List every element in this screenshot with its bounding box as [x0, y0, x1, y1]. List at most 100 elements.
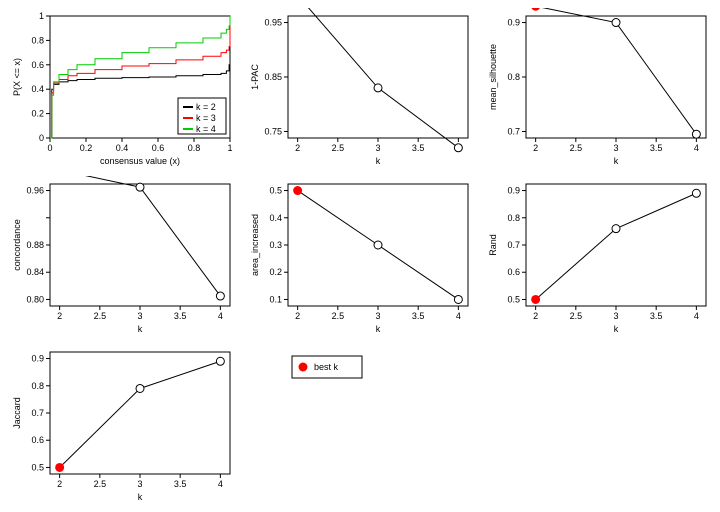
area-increased-chart: 2 2.5 3 3.5 4 0.1 0.2 0.3 0.4 0.5 k area_increased [246, 176, 476, 336]
svg-text:1: 1 [227, 143, 232, 153]
svg-text:0.8: 0.8 [507, 213, 520, 223]
svg-text:Jaccard: Jaccard [12, 397, 22, 429]
svg-text:2: 2 [533, 143, 538, 153]
svg-text:0.8: 0.8 [507, 72, 520, 82]
svg-text:2.5: 2.5 [94, 311, 107, 321]
svg-text:k: k [614, 324, 619, 334]
svg-text:Rand: Rand [488, 234, 498, 256]
svg-text:2.5: 2.5 [570, 143, 583, 153]
svg-text:0.8: 0.8 [31, 35, 44, 45]
svg-text:k: k [376, 324, 381, 334]
chart-panel: 2 2.5 3 3.5 4 0.1 0.2 0.3 0.4 0.5 k area_increased [246, 176, 476, 336]
svg-text:1: 1 [39, 11, 44, 21]
svg-text:0.2: 0.2 [80, 143, 93, 153]
svg-text:P(X <= x): P(X <= x) [12, 58, 22, 96]
svg-text:3: 3 [137, 311, 142, 321]
svg-text:mean_silhouette: mean_silhouette [488, 44, 498, 110]
svg-text:2: 2 [533, 311, 538, 321]
svg-text:concordance: concordance [12, 219, 22, 271]
1-pac-chart: 22.533.540.750.850.95k1-PAC [246, 8, 476, 168]
svg-text:0.9: 0.9 [507, 18, 520, 28]
svg-text:best k: best k [314, 362, 339, 372]
svg-text:0.8: 0.8 [188, 143, 201, 153]
svg-text:2: 2 [295, 311, 300, 321]
svg-text:0.5: 0.5 [31, 462, 44, 472]
svg-text:0.9: 0.9 [507, 186, 520, 196]
svg-text:0: 0 [47, 143, 52, 153]
svg-text:2.5: 2.5 [332, 143, 345, 153]
svg-text:k: k [376, 156, 381, 166]
svg-text:0.4: 0.4 [269, 213, 282, 223]
svg-text:3: 3 [375, 143, 380, 153]
svg-text:4: 4 [218, 479, 223, 489]
jaccard-chart: 2 2.5 3 3.5 4 0.5 0.6 0.7 0.8 0.9 k Jaccard [8, 344, 238, 504]
svg-text:consensus value (x): consensus value (x) [100, 156, 180, 166]
svg-text:0.8: 0.8 [31, 381, 44, 391]
rand-chart: 2 2.5 3 3.5 4 0.5 0.6 0.7 0.8 0.9 k Rand [484, 176, 714, 336]
svg-text:0.1: 0.1 [269, 294, 282, 304]
svg-text:area_increased: area_increased [250, 214, 260, 276]
svg-text:3.5: 3.5 [650, 143, 663, 153]
svg-text:k = 2: k = 2 [196, 102, 216, 112]
chart-panel: 2 2.5 3 3.5 4 0.80 0.84 0.88 0.96 k concordance [8, 176, 238, 336]
svg-text:0.85: 0.85 [264, 72, 282, 82]
svg-text:0.2: 0.2 [31, 109, 44, 119]
mean-silhouette-chart: 2 2.5 3 3.5 4 0.7 0.8 0.9 k mean_silhouette [484, 8, 714, 168]
svg-text:0.3: 0.3 [269, 240, 282, 250]
svg-text:0.88: 0.88 [26, 240, 44, 250]
svg-text:0.6: 0.6 [31, 435, 44, 445]
chart-panel: 0 0.2 0.4 0.6 0.8 1 0 0.2 0.4 0.6 0.8 1 consensus va… [8, 8, 238, 168]
chart-panel: 22.533.540.750.850.95k1-PAC [246, 8, 476, 168]
svg-text:0.95: 0.95 [264, 18, 282, 28]
svg-text:2: 2 [57, 311, 62, 321]
svg-text:0.9: 0.9 [31, 354, 44, 364]
svg-text:k: k [138, 324, 143, 334]
concordance-chart: 2 2.5 3 3.5 4 0.80 0.84 0.88 0.96 k concordance [8, 176, 238, 336]
svg-text:0.96: 0.96 [26, 186, 44, 196]
svg-text:0.80: 0.80 [26, 294, 44, 304]
svg-text:3: 3 [375, 311, 380, 321]
svg-text:2.5: 2.5 [570, 311, 583, 321]
svg-text:2: 2 [57, 479, 62, 489]
svg-text:0.6: 0.6 [152, 143, 165, 153]
svg-text:3.5: 3.5 [412, 311, 425, 321]
svg-text:3.5: 3.5 [174, 311, 187, 321]
svg-text:0.5: 0.5 [269, 186, 282, 196]
svg-text:0.4: 0.4 [31, 84, 44, 94]
svg-text:3: 3 [613, 311, 618, 321]
svg-text:0.6: 0.6 [507, 267, 520, 277]
svg-text:0.75: 0.75 [264, 126, 282, 136]
svg-text:4: 4 [694, 311, 699, 321]
svg-text:3: 3 [613, 143, 618, 153]
chart-panel: 2 2.5 3 3.5 4 0.5 0.6 0.7 0.8 0.9 k Jaccard [8, 344, 238, 504]
svg-text:2.5: 2.5 [94, 479, 107, 489]
ecdf-chart: 0 0.2 0.4 0.6 0.8 1 0 0.2 0.4 0.6 0.8 1 consensus va… [8, 8, 238, 168]
svg-text:0.84: 0.84 [26, 267, 44, 277]
svg-text:0.7: 0.7 [507, 240, 520, 250]
svg-text:1-PAC: 1-PAC [250, 64, 260, 90]
svg-text:0.7: 0.7 [507, 126, 520, 136]
svg-text:4: 4 [694, 143, 699, 153]
svg-text:3.5: 3.5 [412, 143, 425, 153]
svg-text:k: k [138, 492, 143, 502]
chart-panel: 2 2.5 3 3.5 4 0.5 0.6 0.7 0.8 0.9 k Rand [484, 176, 714, 336]
svg-text:2.5: 2.5 [332, 311, 345, 321]
svg-text:3: 3 [137, 479, 142, 489]
svg-text:3.5: 3.5 [650, 311, 663, 321]
svg-text:0.4: 0.4 [116, 143, 129, 153]
chart-panel: best k [246, 344, 476, 504]
svg-text:0.5: 0.5 [507, 294, 520, 304]
svg-text:2: 2 [295, 143, 300, 153]
svg-text:k = 4: k = 4 [196, 124, 216, 134]
svg-text:0.7: 0.7 [31, 408, 44, 418]
svg-text:k: k [614, 156, 619, 166]
svg-text:k = 3: k = 3 [196, 113, 216, 123]
best-k-legend: best k [246, 344, 476, 504]
svg-text:0: 0 [39, 133, 44, 143]
svg-text:4: 4 [456, 311, 461, 321]
svg-text:3.5: 3.5 [174, 479, 187, 489]
svg-text:0.2: 0.2 [269, 267, 282, 277]
chart-panel: 2 2.5 3 3.5 4 0.7 0.8 0.9 k mean_silhouette [484, 8, 714, 168]
svg-text:0.6: 0.6 [31, 60, 44, 70]
svg-text:4: 4 [218, 311, 223, 321]
